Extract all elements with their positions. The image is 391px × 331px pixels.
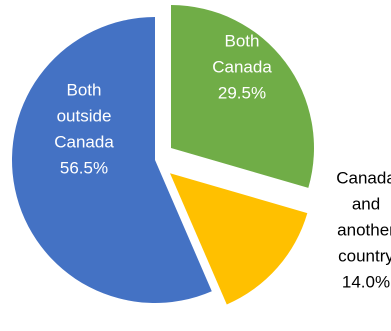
slice-both-canada-label: Both Canada 29.5% <box>212 31 272 102</box>
slice-value-label: 56.5% <box>60 158 108 177</box>
slice-labels: Both Canada 29.5% Canada and another country 14… <box>54 31 391 291</box>
pie-slices <box>12 4 314 305</box>
slice-both-outside-canada <box>12 17 212 303</box>
slice-label-line: Canada <box>212 57 272 76</box>
slice-canada-and-another-country <box>170 173 308 305</box>
slice-label-line: another <box>337 220 391 239</box>
slice-value-label: 29.5% <box>218 83 266 102</box>
slice-label-line: Both <box>67 80 102 99</box>
slice-value-label: 14.0% <box>342 272 390 291</box>
slice-label-line: Both <box>225 31 260 50</box>
slice-label-line: country <box>338 246 391 265</box>
slice-canada-and-another-country-label: Canada and another country 14.0% <box>336 168 391 291</box>
slice-label-line: Canada <box>54 132 114 151</box>
slice-both-canada <box>170 4 314 188</box>
slice-both-outside-canada-label: Both outside Canada 56.5% <box>54 80 114 177</box>
slice-label-line: and <box>352 194 380 213</box>
slice-label-line: Canada <box>336 168 391 187</box>
slice-label-line: outside <box>57 106 112 125</box>
